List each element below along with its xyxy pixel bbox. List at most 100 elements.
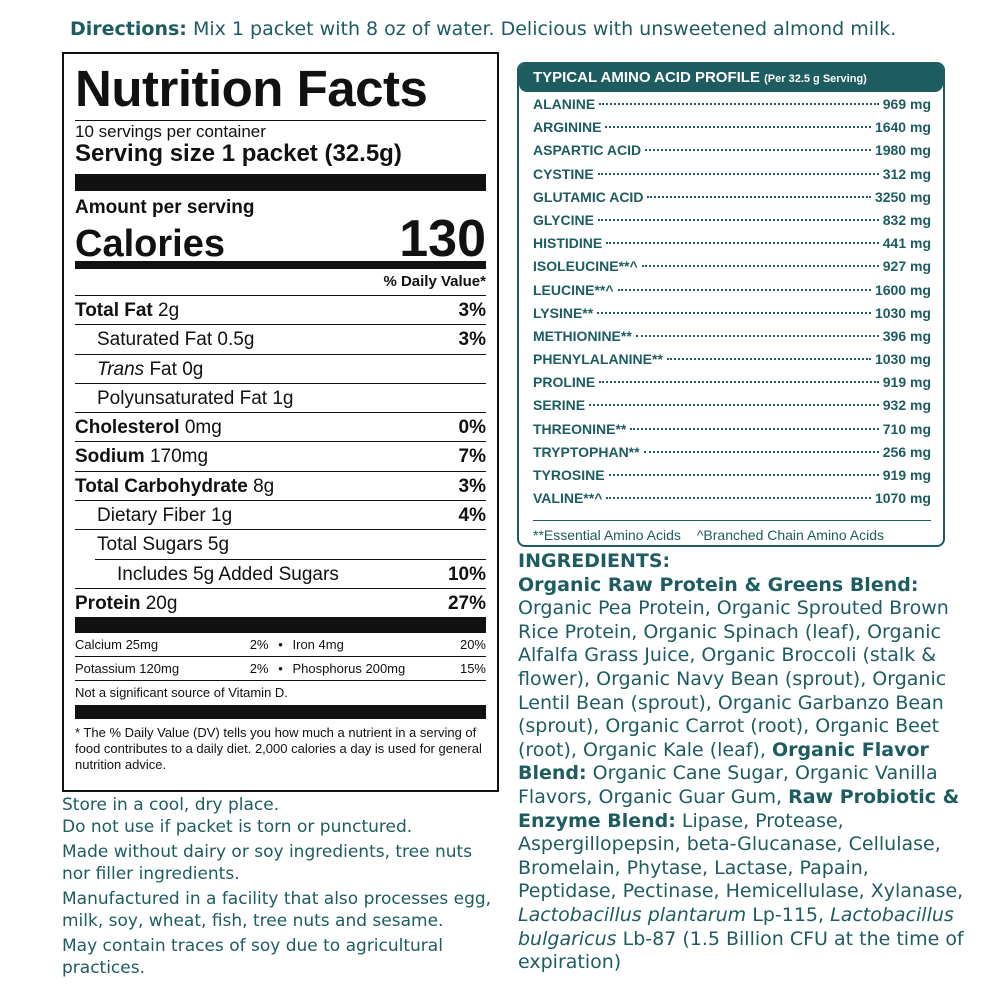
amount-per-serving: Amount per serving (75, 197, 255, 218)
nutrient-dv: 0% (458, 417, 486, 439)
leader (647, 195, 871, 198)
ingredients-heading: INGREDIENTS: (518, 550, 671, 572)
ingredient-segment: Lactobacillus bulgaricus (518, 903, 954, 950)
amino-amount: 1030 mg (874, 304, 931, 321)
nf-title: Nutrition Facts (75, 54, 486, 121)
ingredient-segment: Lactobacillus plantarum (518, 903, 747, 926)
mineral-dv: 2% (249, 637, 269, 653)
nutrient-name: Cholesterol (75, 417, 180, 439)
amino-row: LYSINE** 1030 mg (533, 305, 931, 328)
amino-amount: 969 mg (882, 96, 931, 112)
leader (617, 288, 871, 291)
amino-row: SERINE 932 mg (533, 397, 931, 420)
amino-amount: 710 mg (882, 420, 931, 437)
amino-name: HISTIDINE (533, 235, 603, 252)
amino-name: THREONINE** (533, 420, 627, 437)
amino-name: PHENYLALANINE** (533, 351, 663, 368)
nutrient-row: Trans Fat 0g (75, 353, 486, 383)
nutrient-row: Protein 20g 27% (75, 587, 486, 617)
leader (643, 450, 879, 453)
ingredient-segment: Lp-115, (752, 903, 825, 926)
leader (630, 427, 879, 430)
amino-row: THREONINE** 710 mg (533, 421, 931, 444)
directions: Directions: Mix 1 packet with 8 oz of wa… (70, 18, 896, 40)
nutrient-label: Cholesterol 0mg (75, 413, 222, 441)
nutrient-label: Protein 20g (75, 589, 177, 617)
nutrient-row: Cholesterol 0mg 0% (75, 412, 486, 441)
nutrient-amount: 1g (211, 505, 233, 527)
nutrient-name: Polyunsaturated Fat (97, 387, 268, 409)
amino-row: HISTIDINE 441 mg (533, 235, 931, 258)
amino-name: ASPARTIC ACID (533, 142, 642, 159)
amino-footnote: ^Branched Chain Amino Acids (696, 527, 884, 543)
amino-row: ALANINE 969 mg (533, 96, 931, 119)
amino-name: LYSINE** (533, 304, 594, 321)
amino-amount: 441 mg (882, 235, 931, 252)
nutrient-label: Sodium 170mg (75, 442, 208, 470)
separator: • (278, 637, 283, 653)
nutrient-dv: 7% (458, 446, 486, 468)
directions-label: Directions: (70, 18, 187, 40)
leader (606, 497, 871, 500)
nutrient-amount: 8g (253, 475, 275, 497)
amino-row: TRYPTOPHAN** 256 mg (533, 444, 931, 467)
amino-amount: 832 mg (882, 211, 931, 228)
mineral-row: Calcium 25mg 2% • Iron 4mg 20% (75, 633, 487, 658)
nutrient-dv: 4% (458, 505, 486, 527)
leader (605, 126, 871, 129)
leader (608, 474, 879, 476)
amino-amount: 1070 mg (874, 490, 931, 507)
mineral-cell: Iron 4mg 20% (293, 633, 487, 656)
amino-name: ARGININE (533, 119, 602, 136)
amino-amount: 1600 mg (874, 281, 931, 298)
nutrient-label: Total Sugars 5g (75, 530, 229, 558)
amino-subtitle: (Per 32.5 g Serving) (764, 73, 867, 85)
amino-name: CYSTINE (533, 165, 594, 182)
nutrient-label: Polyunsaturated Fat 1g (75, 384, 293, 412)
amino-row: TYROSINE 919 mg (533, 467, 931, 490)
nutrient-name: Saturated Fat (97, 329, 213, 351)
note: Store in a cool, dry place. Do not use i… (62, 795, 413, 837)
ingredient-segment: Lipase, Protease, Aspergillopepsin, beta… (518, 809, 964, 903)
nutrient-amount: 2g (158, 300, 180, 321)
mineral-cell: Phosphorus 200mg 15% (293, 657, 487, 680)
nutrient-label: Saturated Fat 0.5g (75, 325, 254, 353)
leader (641, 265, 879, 268)
amino-name: METHIONINE** (533, 327, 632, 344)
leader (597, 172, 879, 175)
divider (75, 705, 486, 720)
amino-header: TYPICAL AMINO ACID PROFILE (Per 32.5 g S… (519, 64, 943, 92)
amino-name: GLYCINE (533, 211, 594, 228)
amino-row: PROLINE 919 mg (533, 374, 931, 397)
amino-name: SERINE (533, 397, 586, 414)
nutrient-label: Dietary Fiber 1g (75, 501, 232, 529)
nutrient-list: Total Fat 2g 3% Saturated Fat 0.5g 3% Trans … (75, 295, 486, 617)
nutrient-amount: 20g (145, 592, 178, 614)
nutrient-amount: 5g (207, 534, 230, 556)
footnote: * The % Daily Value (DV) tells you how m… (75, 725, 482, 773)
leader (666, 358, 871, 361)
note: Made without dairy or soy ingredients, t… (62, 842, 473, 884)
amino-name: LEUCINE**^ (533, 281, 614, 298)
amino-row: ARGININE 1640 mg (533, 119, 931, 142)
amino-name: PROLINE (533, 374, 596, 391)
amino-row: METHIONINE** 396 mg (533, 328, 931, 351)
nutrient-amount: 0mg (184, 417, 222, 439)
amino-row: ASPARTIC ACID 1980 mg (533, 142, 931, 165)
ingredient-segment: Organic Pea Protein, Organic Sprouted Br… (518, 597, 949, 761)
amino-amount: 1640 mg (874, 119, 931, 136)
mineral-cell: Calcium 25mg 2% (75, 633, 269, 656)
nutrient-dv: 27% (447, 592, 486, 614)
nutrient-name: Total Carbohydrate (75, 475, 248, 497)
nutrient-row: Total Sugars 5g (75, 529, 486, 558)
mineral-cell: Potassium 120mg 2% (75, 657, 269, 680)
nutrient-name: Total Fat (75, 300, 153, 321)
amino-name: GLUTAMIC ACID (533, 188, 644, 205)
amino-name: TRYPTOPHAN** (533, 443, 640, 460)
calories-value: 130 (399, 210, 486, 268)
amino-amount: 1030 mg (874, 351, 931, 368)
nutrient-amount: 170mg (149, 446, 209, 468)
leader (645, 149, 871, 152)
vitamin-note: Not a significant source of Vitamin D. (75, 685, 288, 701)
